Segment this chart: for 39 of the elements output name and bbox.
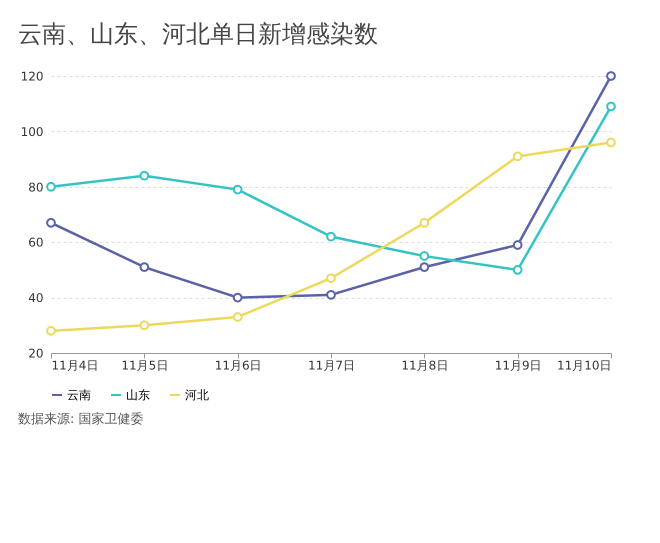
point [419,262,430,272]
y-tick-label: 60 [28,236,44,250]
point [606,138,616,148]
point [512,240,523,250]
x-tick-label: 11月10日 [556,358,612,372]
x-tick-label: 11月7日 [308,358,355,372]
y-tick-label: 80 [28,180,44,194]
point [512,151,523,162]
point [326,290,336,300]
chart-title: 云南、山东、河北单日新增感染数 [17,19,379,50]
point [606,102,616,112]
x-tick-label: 11月9日 [494,358,542,372]
x-tick-label: 11月8日 [401,358,448,372]
legend-label: 山东 [126,388,150,402]
point [46,326,56,336]
point [46,182,56,192]
point [232,184,243,194]
y-tick-label: 40 [28,291,44,306]
x-tick-label: 11月6日 [214,358,262,372]
y-tick-label: 100 [20,124,44,139]
y-tick-label: 20 [28,346,44,360]
legend-label: 河北 [185,388,209,402]
point [419,251,430,261]
source-note: 数据来源: 国家卫健委 [17,411,145,428]
point [139,170,150,181]
point [232,292,243,302]
point [606,71,616,81]
x-tick-label: 11月4日 [52,358,98,372]
point [232,312,243,322]
point [419,218,430,228]
point [139,262,150,272]
point [326,273,336,284]
point [512,265,523,275]
legend-label: 云南 [67,388,91,402]
point [139,320,150,330]
point [326,232,336,242]
y-tick-label: 120 [20,70,44,84]
point [46,218,56,228]
x-tick-label: 11月5日 [121,358,168,372]
